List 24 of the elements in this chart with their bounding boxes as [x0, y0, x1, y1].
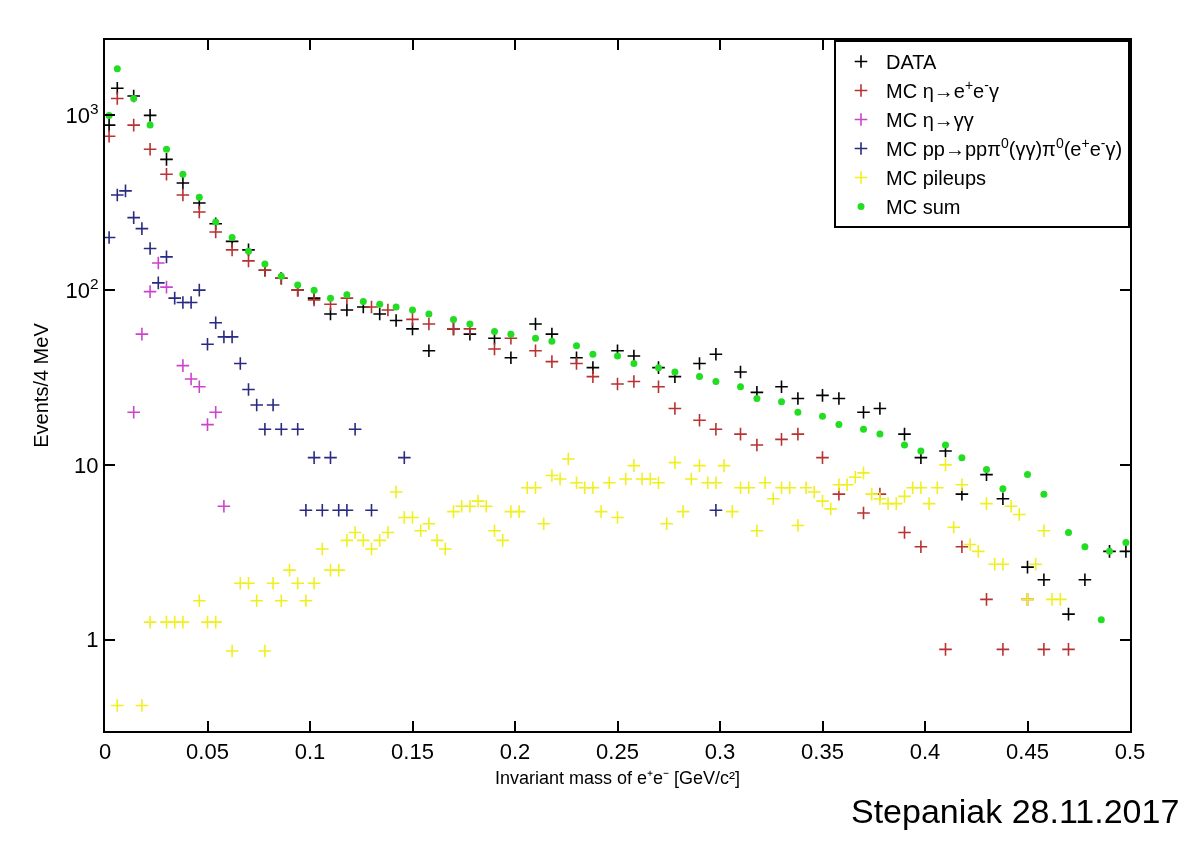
legend-label: DATA: [886, 51, 938, 74]
x-tick-label: 0.2: [499, 739, 531, 765]
x-tick-label: 0.45: [1006, 739, 1049, 765]
legend-label: MC η→e$^{+}$e$^{-}$γ: [886, 76, 999, 103]
x-tick-label: 0.1: [294, 739, 326, 765]
y-tick-label: 10$^{2}$: [65, 274, 99, 303]
legend-label: MC η→γγ: [886, 109, 974, 132]
y-axis-title: Events/4 MeV: [29, 322, 52, 448]
x-tick-label: 0.15: [391, 739, 434, 765]
y-tick-label: 10$^{3}$: [65, 99, 99, 129]
x-tick-label: 0: [98, 739, 112, 765]
y-tick-label: 1: [86, 627, 99, 653]
x-tick-label: 0.3: [704, 739, 736, 765]
legend-label: MC pileups: [886, 167, 987, 190]
x-tick-label: 0.25: [596, 739, 639, 765]
x-tick-label: 0.5: [1114, 739, 1146, 765]
x-axis-title: Invariant mass of e⁺e⁻ [GeV/c²]: [494, 768, 741, 788]
legend-label: MC sum: [886, 196, 961, 219]
text: Stepaniak 28.11.2017: [851, 792, 1180, 830]
text: MC pp→ppπ$^{0}$(γγ)π$^{0}$(e$^{+}$e$^{-}$γ): [886, 134, 1123, 161]
x-tick-label: 0.35: [801, 739, 844, 765]
x-tick-label: 0.4: [909, 739, 941, 765]
x-tick-label: 0.05: [186, 739, 229, 765]
y-tick-label: 10: [74, 452, 99, 478]
